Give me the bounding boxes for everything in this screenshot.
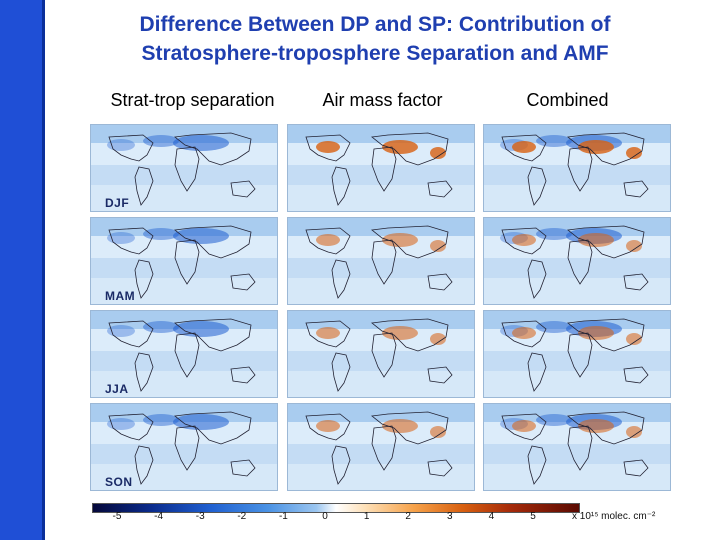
left-accent-bar: [0, 0, 45, 540]
map-panel-jja-1: [90, 310, 278, 398]
colorbar-tick: -5: [112, 511, 122, 522]
season-label-jja: JJA: [105, 382, 129, 396]
map-panel-djf-2: [287, 124, 475, 212]
season-label-mam: MAM: [105, 289, 136, 303]
slide-title-line-1: Difference Between DP and SP: Contributi…: [139, 13, 611, 36]
season-label-son: SON: [105, 475, 133, 489]
slide-title: Difference Between DP and SP: Contributi…: [55, 10, 695, 68]
map-panel-mam-1: [90, 217, 278, 305]
colorbar: [92, 503, 580, 513]
slide-title-line-2: Stratosphere-troposphere Separation and …: [141, 42, 609, 65]
colorbar-tick: -2: [237, 511, 247, 522]
map-panel-mam-2: [287, 217, 475, 305]
colorbar-tick: 5: [530, 511, 536, 522]
column-header-air-mass-factor: Air mass factor: [322, 90, 443, 110]
map-panel-djf-1: [90, 124, 278, 212]
season-label-djf: DJF: [105, 196, 130, 210]
colorbar-tick: -4: [154, 511, 164, 522]
colorbar-tick: -3: [195, 511, 205, 522]
map-panel-mam-3: [483, 217, 671, 305]
colorbar-units: x 10¹⁵ molec. cm⁻²: [572, 511, 656, 522]
map-panel-son-2: [287, 403, 475, 491]
map-panel-son-3: [483, 403, 671, 491]
colorbar-tick: 0: [322, 511, 328, 522]
map-panel-jja-2: [287, 310, 475, 398]
colorbar-tick: -1: [278, 511, 288, 522]
column-header-strat-trop: Strat-trop separation: [110, 90, 275, 110]
colorbar-tick: 3: [447, 511, 453, 522]
map-panel-djf-3: [483, 124, 671, 212]
column-header-combined: Combined: [526, 90, 609, 110]
colorbar-tick: 2: [405, 511, 411, 522]
map-panel-son-1: [90, 403, 278, 491]
colorbar-tick: 1: [363, 511, 370, 522]
map-panel-jja-3: [483, 310, 671, 398]
colorbar-tick: 4: [488, 511, 495, 522]
